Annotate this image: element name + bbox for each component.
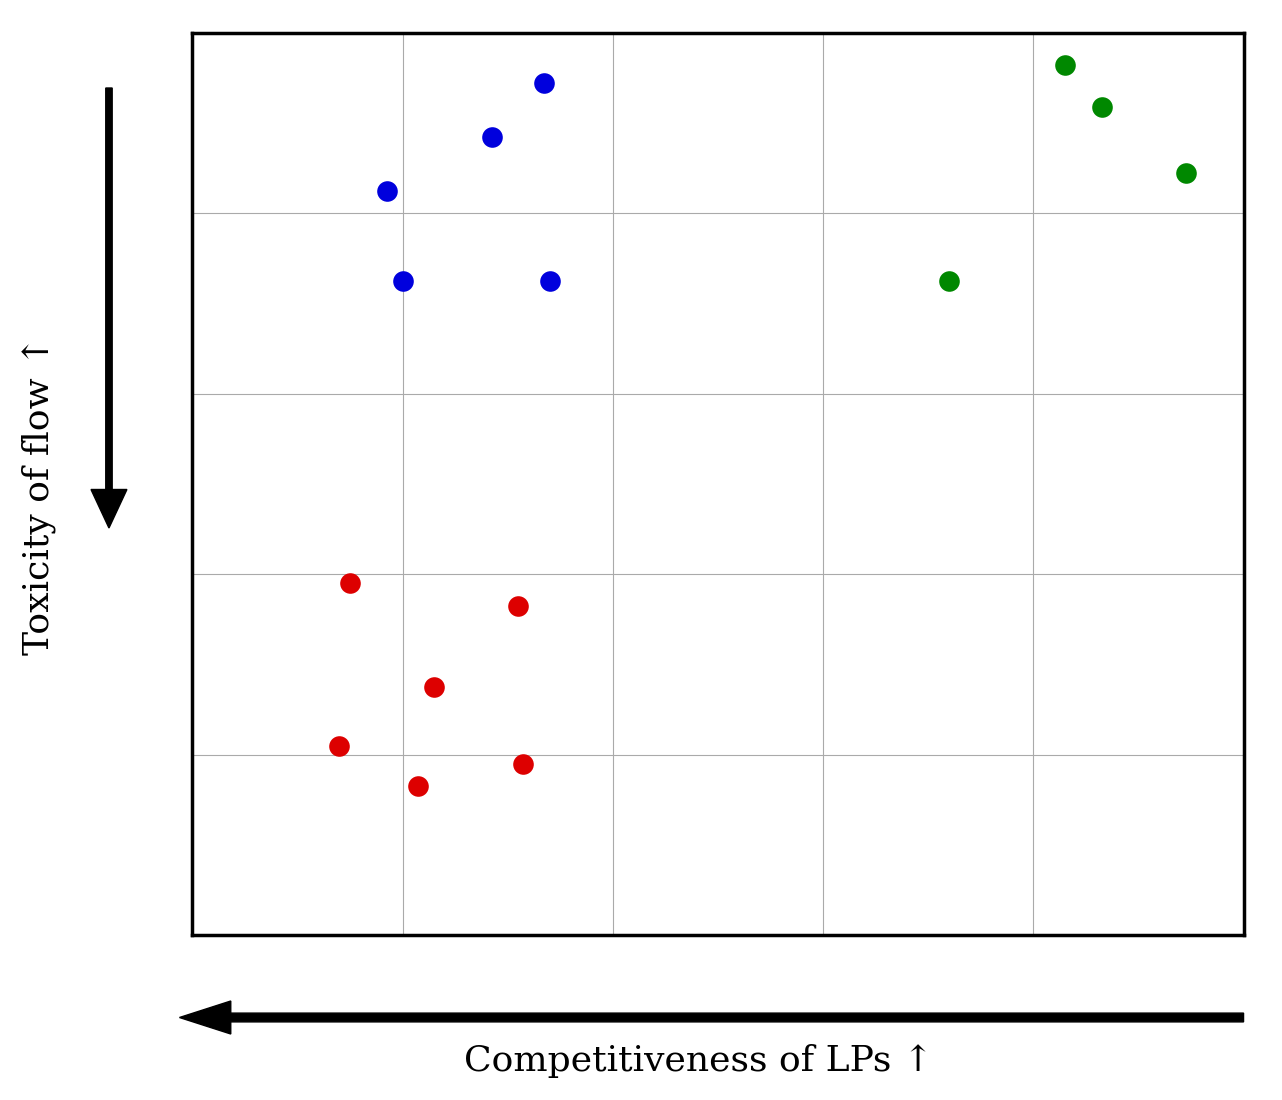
Point xyxy=(392,272,413,289)
Point xyxy=(508,597,528,615)
Text: Toxicity of flow ↑: Toxicity of flow ↑ xyxy=(22,336,55,654)
Point xyxy=(535,74,555,91)
Point xyxy=(513,755,533,772)
Point xyxy=(377,182,397,200)
Text: Competitiveness of LPs ↑: Competitiveness of LPs ↑ xyxy=(464,1044,933,1078)
Point xyxy=(408,778,428,795)
Point xyxy=(424,678,445,696)
Point xyxy=(329,737,350,755)
Point xyxy=(1176,164,1196,182)
Point xyxy=(1055,56,1076,74)
Point xyxy=(540,272,560,289)
Point xyxy=(1091,98,1111,116)
Point xyxy=(938,272,959,289)
Point xyxy=(340,574,360,592)
Point xyxy=(482,128,503,145)
